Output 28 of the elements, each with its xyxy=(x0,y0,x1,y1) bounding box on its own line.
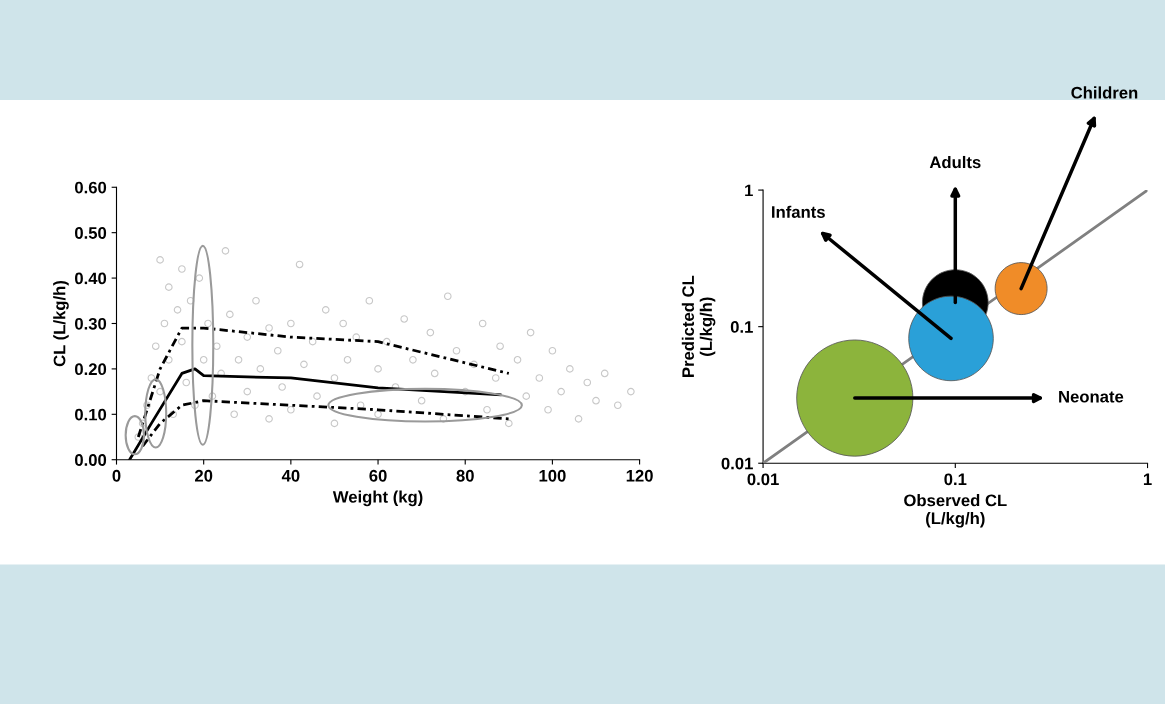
y-tick-label: 0.1 xyxy=(730,321,753,333)
annotation: Neonate xyxy=(1059,390,1124,403)
y-axis-title: Predicted CL (L/kg/h) xyxy=(681,275,716,377)
y-tick-label: 0.40 xyxy=(75,272,107,285)
annotation: Children xyxy=(1071,86,1138,99)
y-axis-title: CL (L/kg/h) xyxy=(53,280,69,367)
x-tick-label: 120 xyxy=(626,469,653,482)
y-tick-label: 0.00 xyxy=(75,454,107,466)
x-tick-label: 0 xyxy=(112,469,121,482)
y-tick-label: 0.60 xyxy=(75,181,107,194)
x-tick-label: 1 xyxy=(1143,473,1152,486)
y-tick-label: 0.01 xyxy=(721,457,753,470)
y-tick-label: 1 xyxy=(745,184,753,197)
x-tick-label: 20 xyxy=(194,469,213,482)
x-tick-label: 0.01 xyxy=(747,473,779,486)
y-tick-label: 0.50 xyxy=(75,227,107,239)
y-tick-label: 0.30 xyxy=(75,317,107,330)
x-tick-label: 0.1 xyxy=(944,473,967,486)
x-tick-label: 100 xyxy=(539,469,566,482)
x-axis-title: Weight (kg) xyxy=(332,490,423,507)
x-axis-title: Observed CL (L/kg/h) xyxy=(904,494,1007,528)
x-tick-label: 40 xyxy=(281,469,300,482)
y-tick-label: 0.10 xyxy=(75,408,107,421)
x-tick-label: 80 xyxy=(456,469,474,482)
annotation: Adults xyxy=(929,155,981,169)
annotation: Infants xyxy=(772,205,825,218)
y-tick-label: 0.20 xyxy=(75,363,107,376)
x-tick-label: 60 xyxy=(369,469,387,482)
